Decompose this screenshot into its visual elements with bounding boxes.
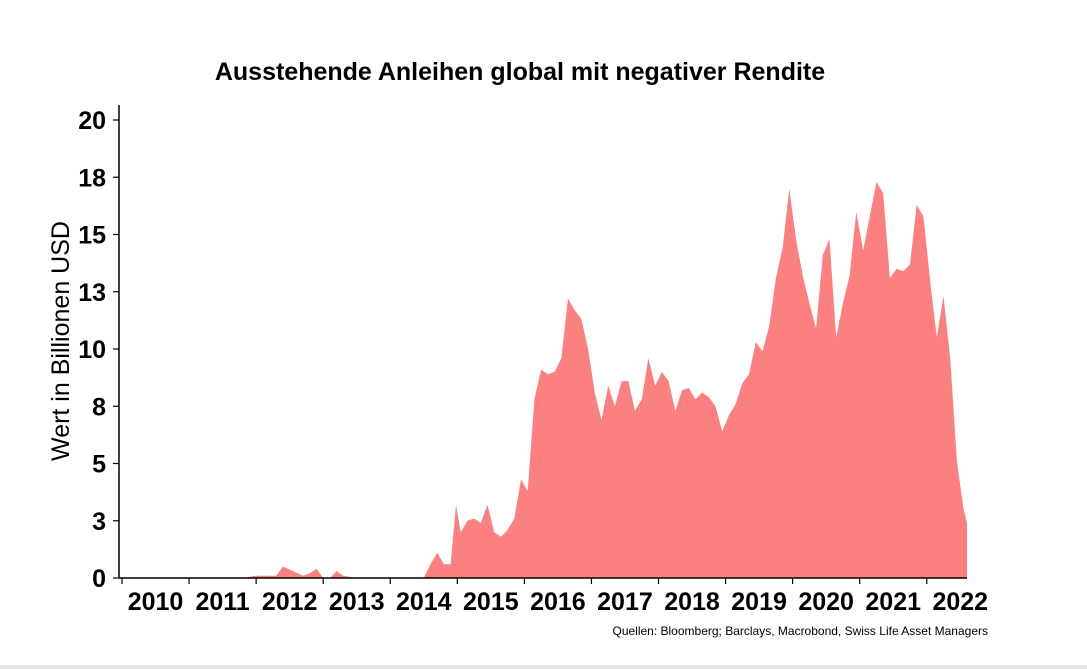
x-axis-ticks: 2010 2011 2012 2013 2014 2015 2016 2017 2018 2019… xyxy=(121,578,988,616)
x-tick-label: 2020 xyxy=(798,588,854,616)
x-tick-label: 2017 xyxy=(597,588,653,616)
y-tick-label: 10 xyxy=(78,336,106,364)
y-tick-label: 13 xyxy=(78,279,106,307)
chart-title: Ausstehende Anleihen global mit negative… xyxy=(215,58,825,86)
x-tick-label: 2021 xyxy=(865,588,921,616)
x-tick-label: 2018 xyxy=(664,588,720,616)
y-tick-label: 5 xyxy=(92,451,106,479)
y-tick-label: 0 xyxy=(92,565,106,593)
y-tick-label: 18 xyxy=(78,164,106,192)
y-tick-label: 20 xyxy=(78,107,106,135)
x-tick-label: 2012 xyxy=(262,588,318,616)
y-tick-label: 3 xyxy=(92,508,106,536)
x-tick-label: 2015 xyxy=(463,588,519,616)
y-axis-ticks: 0 3 5 8 10 13 15 18 20 xyxy=(78,107,119,593)
x-tick-label: 2013 xyxy=(329,588,385,616)
source-note: Quellen: Bloomberg; Barclays, Macrobond,… xyxy=(612,624,988,638)
x-tick-label: 2019 xyxy=(731,588,787,616)
y-tick-label: 15 xyxy=(78,222,106,250)
x-tick-label: 2016 xyxy=(530,588,586,616)
y-tick-label: 8 xyxy=(92,393,106,421)
x-tick-label: 2022 xyxy=(932,588,988,616)
y-axis-label: Wert in Billionen USD xyxy=(47,221,75,461)
bottom-divider xyxy=(0,665,1087,669)
area-series-0 xyxy=(122,181,967,579)
x-tick-label: 2014 xyxy=(396,588,452,616)
x-tick-label: 2011 xyxy=(195,588,249,616)
x-tick-label: 2010 xyxy=(128,588,184,616)
area-series xyxy=(122,181,967,579)
